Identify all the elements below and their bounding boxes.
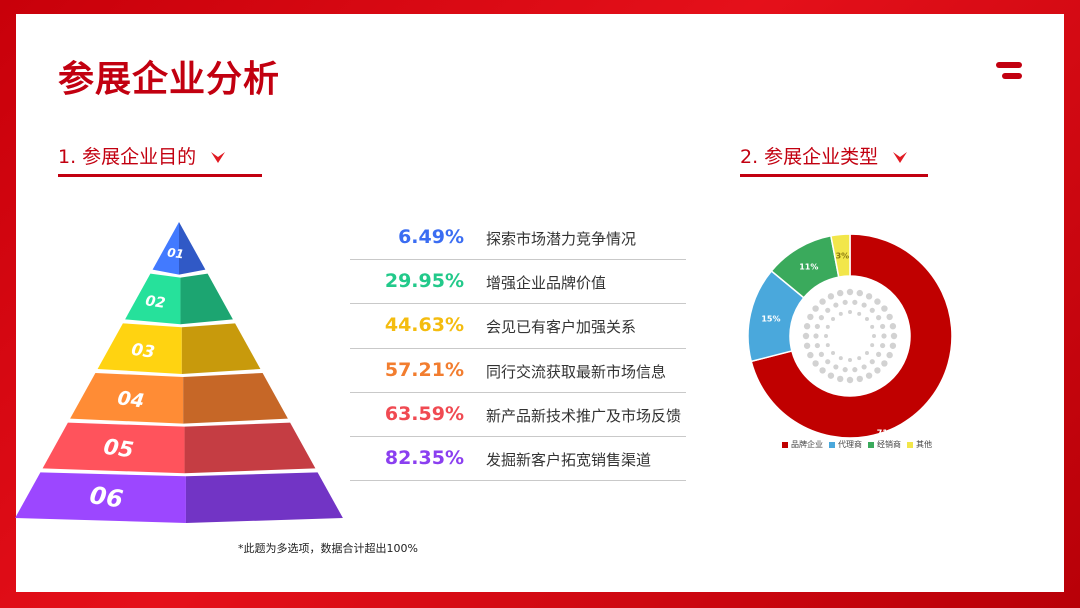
pyramid-right-face (180, 273, 233, 325)
pyramid-left-face (125, 273, 181, 325)
section-underline (58, 174, 262, 177)
pyramid-right-face (184, 422, 316, 474)
legend-label: 品牌企业 (791, 440, 823, 449)
section-type-label: 2. 参展企业类型 (740, 146, 879, 168)
footnote: *此题为多选项，数据合计超出100% (238, 542, 418, 555)
purpose-label: 同行交流获取最新市场信息 (486, 362, 667, 381)
pyramid-level-number: 02 (144, 293, 166, 312)
pyramid-right-face (181, 323, 261, 374)
purpose-row: 63.59% 新产品新技术推广及市场反馈 (350, 393, 686, 437)
pyramid-left-face (70, 373, 184, 424)
purpose-percent: 6.49% (398, 226, 464, 248)
pyramid-right-face (183, 373, 288, 424)
purpose-list: 6.49% 探索市场潜力竞争情况 29.95% 增强企业品牌价值 44.63% 会见已有客… (350, 216, 686, 482)
purpose-label: 会见已有客户加强关系 (486, 318, 637, 337)
pyramid-level: 01 (152, 222, 206, 275)
legend-swatch (829, 441, 835, 448)
purpose-percent: 29.95% (384, 270, 464, 293)
legend-swatch (907, 441, 913, 448)
donut-legend: 品牌企业 代理商 经销商 其他 (782, 439, 938, 450)
pyramid-left-face (42, 422, 185, 474)
legend-label: 代理商 (838, 440, 862, 449)
purpose-percent: 44.63% (384, 314, 464, 337)
section-type-heading: 2. 参展企业类型 (740, 142, 928, 177)
page-title: 参展企业分析 (58, 59, 281, 100)
purpose-percent: 82.35% (384, 446, 464, 469)
legend-item: 代理商 (829, 439, 862, 450)
legend-label: 其他 (916, 440, 932, 449)
purpose-percent: 63.59% (384, 402, 464, 425)
donut-slice-label: 15% (761, 314, 780, 323)
pyramid-level: 02 (125, 273, 233, 325)
donut-slice (750, 233, 953, 439)
section-purpose-heading: 1. 参展企业目的 (58, 142, 262, 177)
purpose-pyramid: 01 02 03 04 05 06 (15, 222, 343, 523)
pyramid-level: 04 (70, 373, 288, 424)
pyramid-left-face (152, 222, 179, 275)
pyramid-right-face (185, 472, 343, 523)
company-type-donut: 71% 15% 11% 3% (747, 233, 953, 439)
legend-swatch (868, 441, 874, 448)
pyramid-level: 05 (42, 422, 316, 474)
legend-swatch (782, 441, 788, 448)
purpose-row: 6.49% 探索市场潜力竞争情况 (350, 216, 686, 261)
dotted-rings-decoration (802, 288, 898, 384)
pyramid-right-face (179, 222, 206, 275)
purpose-row: 57.21% 同行交流获取最新市场信息 (350, 349, 686, 393)
purpose-label: 新产品新技术推广及市场反馈 (486, 406, 682, 425)
legend-item: 品牌企业 (782, 439, 823, 450)
chevron-down-icon (211, 151, 226, 163)
legend-item: 经销商 (868, 439, 901, 450)
pyramid-level-number: 03 (130, 339, 156, 362)
pyramid-level-number: 04 (116, 386, 146, 412)
purpose-label: 发掘新客户拓宽销售渠道 (486, 450, 652, 469)
brand-logo-icon (996, 62, 1024, 86)
purpose-label: 探索市场潜力竞争情况 (486, 230, 637, 248)
section-underline (740, 174, 928, 177)
purpose-label: 增强企业品牌价值 (486, 274, 607, 293)
pyramid-level: 03 (97, 323, 261, 374)
purpose-row: 29.95% 增强企业品牌价值 (350, 260, 686, 305)
pyramid-left-face (97, 323, 182, 374)
legend-label: 经销商 (877, 440, 901, 449)
legend-item: 其他 (907, 439, 932, 450)
pyramid-level: 06 (15, 472, 343, 523)
donut-slice-label: 11% (799, 262, 818, 271)
section-purpose-label: 1. 参展企业目的 (58, 146, 197, 168)
pyramid-level-number: 06 (88, 481, 125, 513)
purpose-percent: 57.21% (384, 358, 464, 381)
donut-slice (830, 233, 851, 278)
pyramid-left-face (15, 472, 186, 523)
pyramid-level-number: 05 (102, 435, 135, 464)
purpose-row: 44.63% 会见已有客户加强关系 (350, 304, 686, 349)
donut-slice-label: 71% (877, 428, 896, 437)
chevron-down-icon (893, 151, 908, 163)
donut-slice-label: 3% (836, 251, 850, 260)
purpose-row: 82.35% 发掘新客户拓宽销售渠道 (350, 437, 686, 482)
pyramid-level-number: 01 (166, 245, 184, 261)
